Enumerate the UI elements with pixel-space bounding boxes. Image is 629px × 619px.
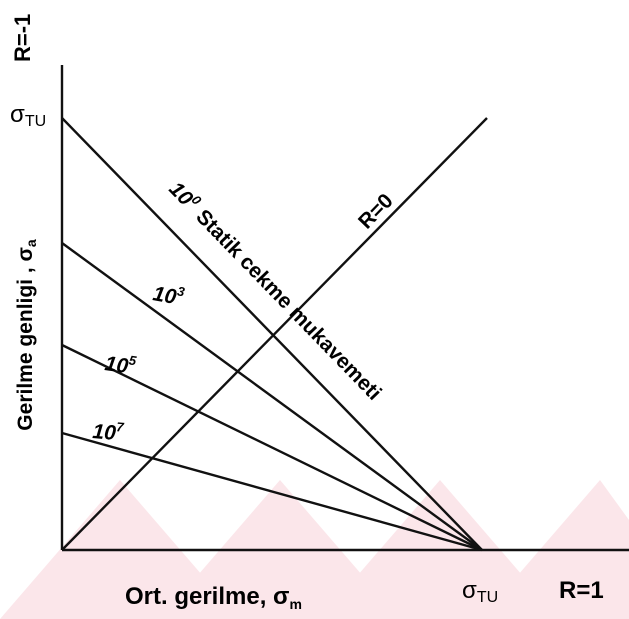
y-axis-label: Gerilme genligi , σa [14, 239, 39, 431]
curve-label-5: 105 [103, 349, 138, 379]
line-10-0 [61, 117, 483, 551]
x-tick: σTU [462, 577, 498, 606]
y-tick: σTU [10, 101, 46, 130]
curve-label-7: 107 [92, 417, 126, 446]
x-axis-label: Ort. gerilme, σm [125, 583, 302, 612]
r-1-label: R=1 [559, 577, 604, 604]
line-r-0 [61, 117, 488, 551]
curve-label-3: 103 [151, 279, 186, 310]
r-0-label: R=0 [354, 189, 398, 233]
curve-label-0: 100Statik cekme mukavemeti [164, 175, 387, 404]
line-10-3 [61, 242, 483, 551]
line-10-7 [61, 431, 483, 552]
r-minus-1-label: R=-1 [10, 14, 35, 62]
line-10-5 [61, 343, 483, 552]
